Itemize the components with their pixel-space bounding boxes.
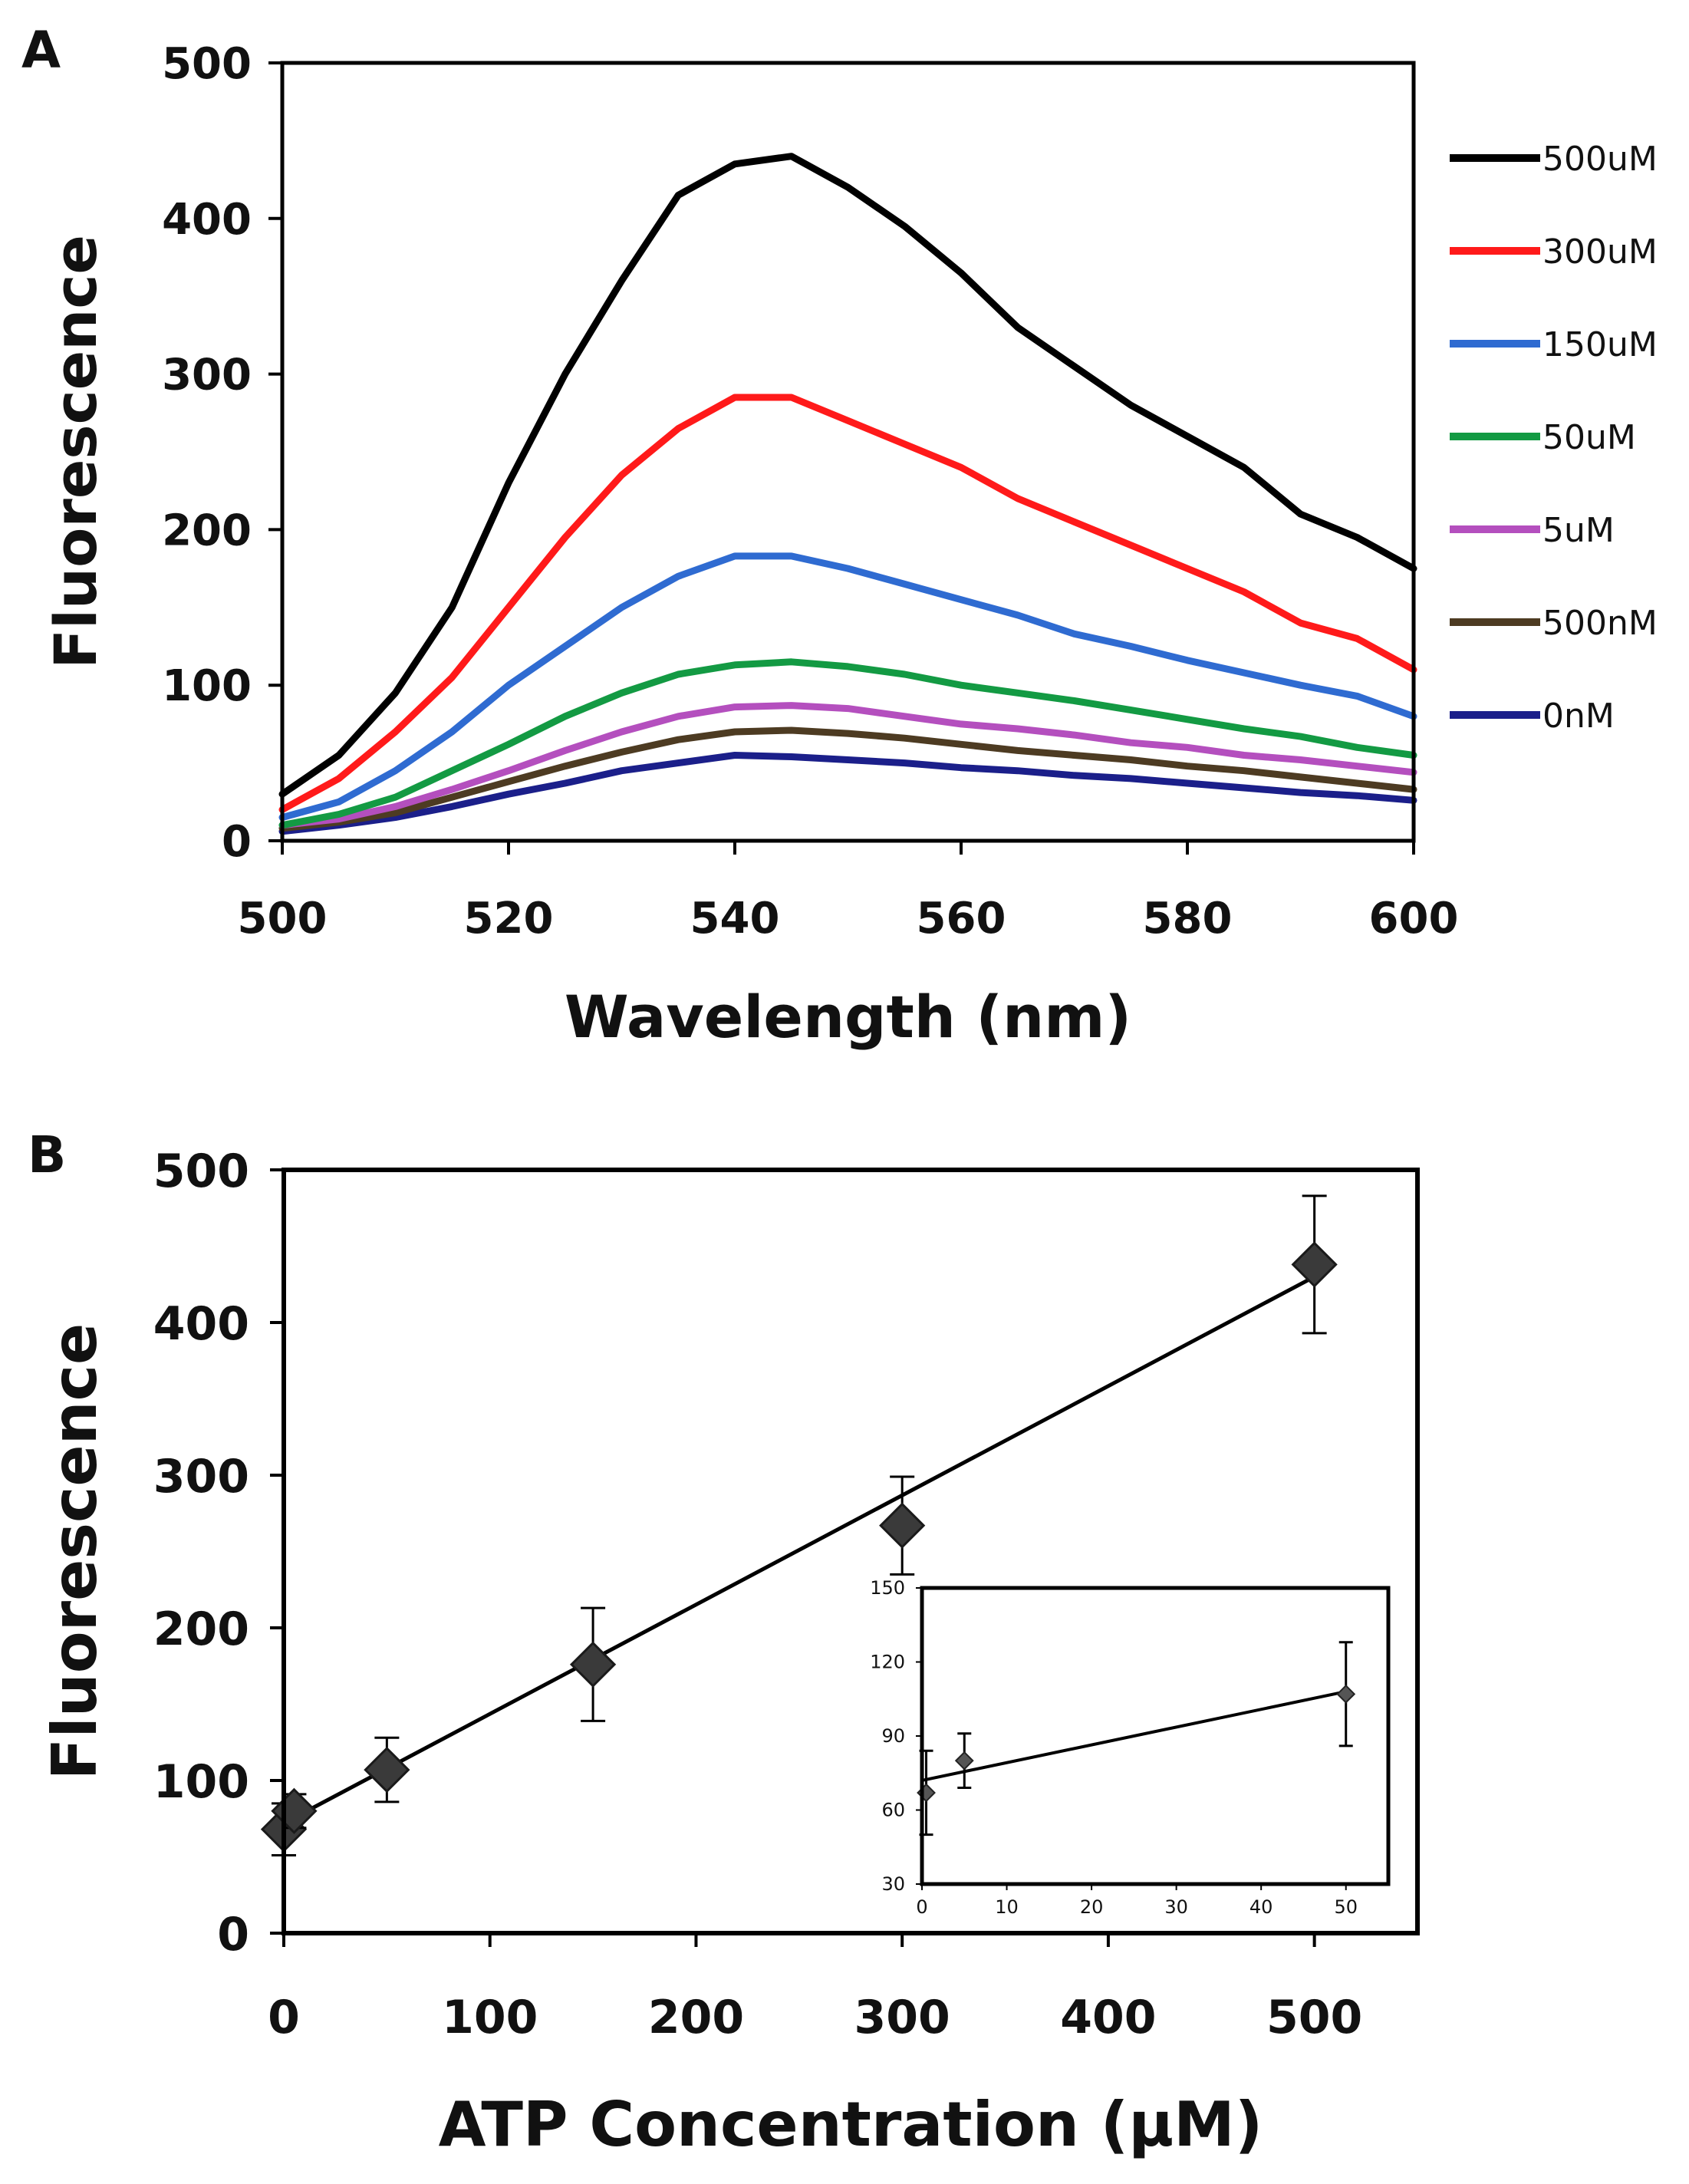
x-tick-label: 200 (648, 1991, 744, 2044)
legend-label: 0nM (1542, 697, 1615, 736)
x-tick-label: 600 (1369, 894, 1459, 944)
y-tick-label: 500 (153, 1145, 249, 1198)
legend-label: 500uM (1542, 140, 1658, 179)
series-line-150uM (278, 552, 1417, 822)
legend-label: 300uM (1542, 232, 1658, 272)
y-axis-title: Fluorescence (39, 1323, 110, 1780)
inset-trendline (921, 1690, 1347, 1782)
trendline (282, 1275, 1315, 1825)
y-tick-label: 0 (222, 817, 252, 867)
inset-y-tick-label: 60 (881, 1800, 905, 1821)
inset-y-tick-label: 90 (881, 1725, 905, 1747)
x-tick-label: 100 (442, 1991, 538, 2044)
y-tick-label: 400 (162, 195, 252, 245)
inset-data-point-marker (954, 1751, 974, 1771)
y-tick-label: 200 (153, 1603, 249, 1656)
data-point-marker (569, 1641, 617, 1688)
legend-label: 500nM (1542, 604, 1658, 643)
x-tick-label: 560 (917, 894, 1006, 944)
data-point-marker (364, 1746, 410, 1794)
inset-y-tick-label: 30 (881, 1873, 905, 1895)
x-tick-label: 520 (464, 894, 554, 944)
y-tick-label: 300 (162, 351, 252, 400)
x-tick-label: 580 (1143, 894, 1233, 944)
data-point-marker (879, 1502, 926, 1549)
panel-b-letter: B (28, 1125, 66, 1184)
inset-data-point-marker (1336, 1684, 1356, 1704)
x-axis-title: ATP Concentration (μM) (439, 2089, 1263, 2160)
y-axis-title: Fluorescence (41, 235, 110, 669)
plot-frame (280, 61, 1416, 843)
x-tick-label: 540 (690, 894, 780, 944)
panel-a-chart: 500 520 540 560 580 600 0 100 200 300 400 500 Wavele… (41, 39, 1658, 1051)
x-tick-label: 500 (1266, 1991, 1362, 2044)
y-tick-label: 100 (162, 661, 252, 711)
inset-x-tick-label: 40 (1249, 1896, 1273, 1918)
inset-x-tick-label: 20 (1080, 1896, 1104, 1918)
series-line-500uM (278, 153, 1417, 798)
inset-background (922, 1588, 1388, 1884)
inset-frame (920, 1586, 1391, 1886)
inset-x-tick-label: 30 (1164, 1896, 1188, 1918)
plot-frame (282, 1168, 1420, 1935)
x-tick-label: 0 (268, 1991, 300, 2044)
x-axis-title: Wavelength (nm) (565, 983, 1131, 1051)
series-line-50uM (278, 658, 1417, 829)
x-tick-label: 300 (854, 1991, 950, 2044)
inset-x-tick-label: 50 (1334, 1896, 1358, 1918)
y-tick-label: 200 (162, 506, 252, 555)
inset-x-tick-label: 10 (995, 1896, 1019, 1918)
y-tick-label: 0 (217, 1908, 249, 1962)
inset-y-tick-label: 150 (870, 1577, 905, 1599)
x-tick-label: 500 (238, 894, 328, 944)
series-line-300uM (278, 394, 1417, 813)
y-tick-label: 300 (153, 1450, 249, 1504)
series-line-0nM (278, 752, 1417, 835)
inset-x-tick-label: 0 (916, 1896, 927, 1918)
legend-label: 5uM (1542, 511, 1615, 550)
data-point-marker (1291, 1241, 1338, 1288)
legend-label: 150uM (1542, 325, 1658, 364)
y-tick-label: 100 (153, 1755, 249, 1809)
x-tick-label: 400 (1060, 1991, 1156, 2044)
y-tick-label: 400 (153, 1297, 249, 1351)
inset-chart: 0 10 20 30 40 50 30 60 90 120 150 (870, 1577, 1391, 1918)
y-tick-label: 500 (162, 39, 252, 89)
series-line-500nM (278, 726, 1417, 832)
panel-a-letter: A (21, 21, 61, 80)
legend-label: 50uM (1542, 418, 1636, 457)
inset-y-tick-label: 120 (870, 1652, 905, 1673)
series-line-5uM (278, 702, 1417, 829)
